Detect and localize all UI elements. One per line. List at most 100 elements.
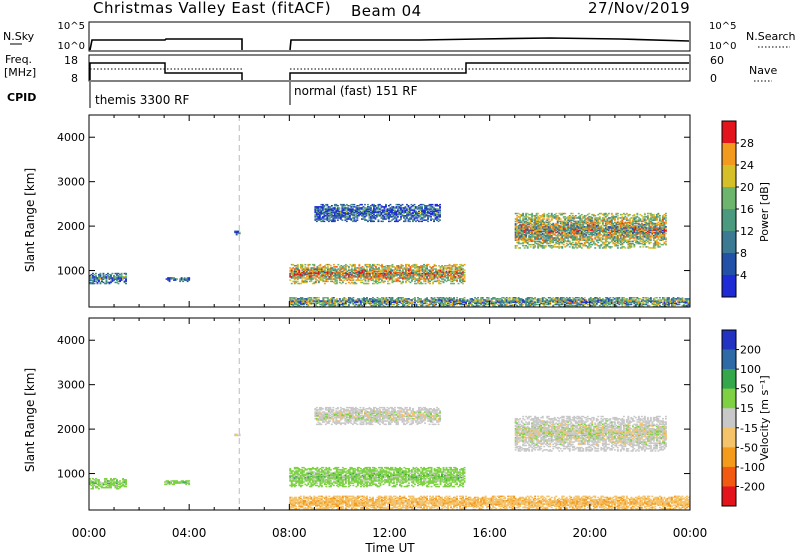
heatmap-cell: [594, 300, 597, 302]
heatmap-cell: [451, 282, 454, 285]
heatmap-cell: [359, 213, 362, 216]
heatmap-cell: [529, 228, 532, 230]
heatmap-cell: [381, 275, 383, 277]
heatmap-cell: [619, 299, 622, 301]
heatmap-cell: [633, 302, 636, 305]
heatmap-cell: [341, 206, 344, 208]
heatmap-cell: [439, 272, 442, 275]
heatmap-cell: [385, 210, 387, 213]
heatmap-cell: [547, 245, 550, 247]
heatmap-cell: [522, 227, 525, 229]
heatmap-cell: [531, 302, 534, 305]
heatmap-cell: [376, 300, 379, 302]
heatmap-cell: [343, 265, 346, 267]
heatmap-cell: [374, 215, 377, 217]
heatmap-cell: [358, 269, 361, 271]
heatmap-cell: [580, 300, 583, 302]
heatmap-cell: [532, 230, 535, 233]
heatmap-cell: [356, 211, 359, 214]
heatmap-cell: [365, 210, 368, 213]
heatmap-cell: [415, 207, 417, 209]
heatmap-cell: [357, 205, 360, 207]
heatmap-cell: [340, 276, 343, 278]
heatmap-cell: [495, 298, 498, 300]
heatmap-cell: [316, 276, 319, 278]
heatmap-cell: [538, 230, 541, 233]
heatmap-cell: [93, 276, 96, 278]
heatmap-cell: [445, 300, 448, 302]
heatmap-cell: [356, 212, 359, 215]
heatmap-cell: [382, 276, 385, 278]
heatmap-cell: [424, 211, 426, 214]
heatmap-cell: [313, 273, 316, 276]
heatmap-cell: [576, 223, 579, 226]
heatmap-cell: [415, 270, 418, 273]
heatmap-cell: [439, 267, 442, 269]
heatmap-cell: [579, 302, 582, 305]
heatmap-cell: [339, 216, 342, 218]
heatmap-cell: [340, 271, 343, 274]
heatmap-cell: [107, 277, 109, 279]
heatmap-cell: [528, 232, 531, 235]
heatmap-cell: [322, 297, 325, 299]
heatmap-cell: [289, 276, 292, 278]
heatmap-cell: [385, 273, 388, 276]
heatmap-cell: [394, 271, 397, 274]
heatmap-cell: [561, 236, 564, 238]
heatmap-cell: [320, 301, 323, 303]
heatmap-cell: [665, 303, 667, 306]
heatmap-cell: [401, 210, 404, 213]
heatmap-cell: [319, 305, 322, 307]
heatmap-cell: [375, 303, 377, 306]
heatmap-cell: [295, 302, 298, 305]
heatmap-cell: [356, 205, 359, 207]
heatmap-cell: [396, 298, 398, 300]
heatmap-cell: [601, 301, 604, 303]
heatmap-cell: [558, 218, 561, 220]
heatmap-cell: [352, 300, 355, 302]
heatmap-cell: [459, 298, 461, 300]
heatmap-cell: [434, 210, 437, 213]
heatmap-cell: [537, 238, 540, 240]
heatmap-cell: [430, 271, 433, 274]
heatmap-cell: [388, 268, 391, 270]
heatmap-cell: [493, 304, 496, 307]
heatmap-cell: [633, 300, 636, 302]
heatmap-cell: [293, 270, 296, 273]
heatmap-cell: [324, 210, 327, 213]
heatmap-cell: [389, 211, 392, 214]
heatmap-cell: [432, 271, 434, 274]
heatmap-cell: [618, 301, 621, 303]
heatmap-cell: [298, 302, 301, 305]
heatmap-cell: [552, 297, 555, 299]
heatmap-cell: [363, 273, 365, 276]
heatmap-cell: [367, 220, 369, 223]
heatmap-cell: [418, 207, 420, 209]
heatmap-cell: [413, 203, 416, 206]
heatmap-cell: [359, 207, 362, 209]
heatmap-cell: [526, 304, 529, 307]
heatmap-cell: [517, 233, 520, 236]
heatmap-cell: [672, 303, 675, 306]
heatmap-cell: [532, 227, 535, 229]
heatmap-cell: [292, 301, 295, 303]
heatmap-cell: [681, 297, 684, 299]
heatmap-cell: [570, 302, 573, 305]
heatmap-cell: [314, 271, 317, 274]
heatmap-cell: [352, 271, 355, 274]
heatmap-cell: [352, 279, 355, 281]
heatmap-cell: [583, 297, 586, 299]
heatmap-cell: [111, 277, 114, 279]
heatmap-cell: [323, 280, 326, 283]
heatmap-cell: [363, 298, 365, 300]
heatmap-cell: [322, 303, 325, 306]
heatmap-cell: [186, 279, 189, 281]
heatmap-cell: [125, 279, 127, 281]
heatmap-cell: [332, 299, 335, 301]
heatmap-cell: [330, 220, 333, 223]
heatmap-cell: [645, 298, 648, 300]
heatmap-cell: [93, 277, 96, 279]
heatmap-cell: [451, 302, 454, 305]
heatmap-cell: [634, 303, 637, 306]
heatmap-cell: [367, 280, 370, 283]
